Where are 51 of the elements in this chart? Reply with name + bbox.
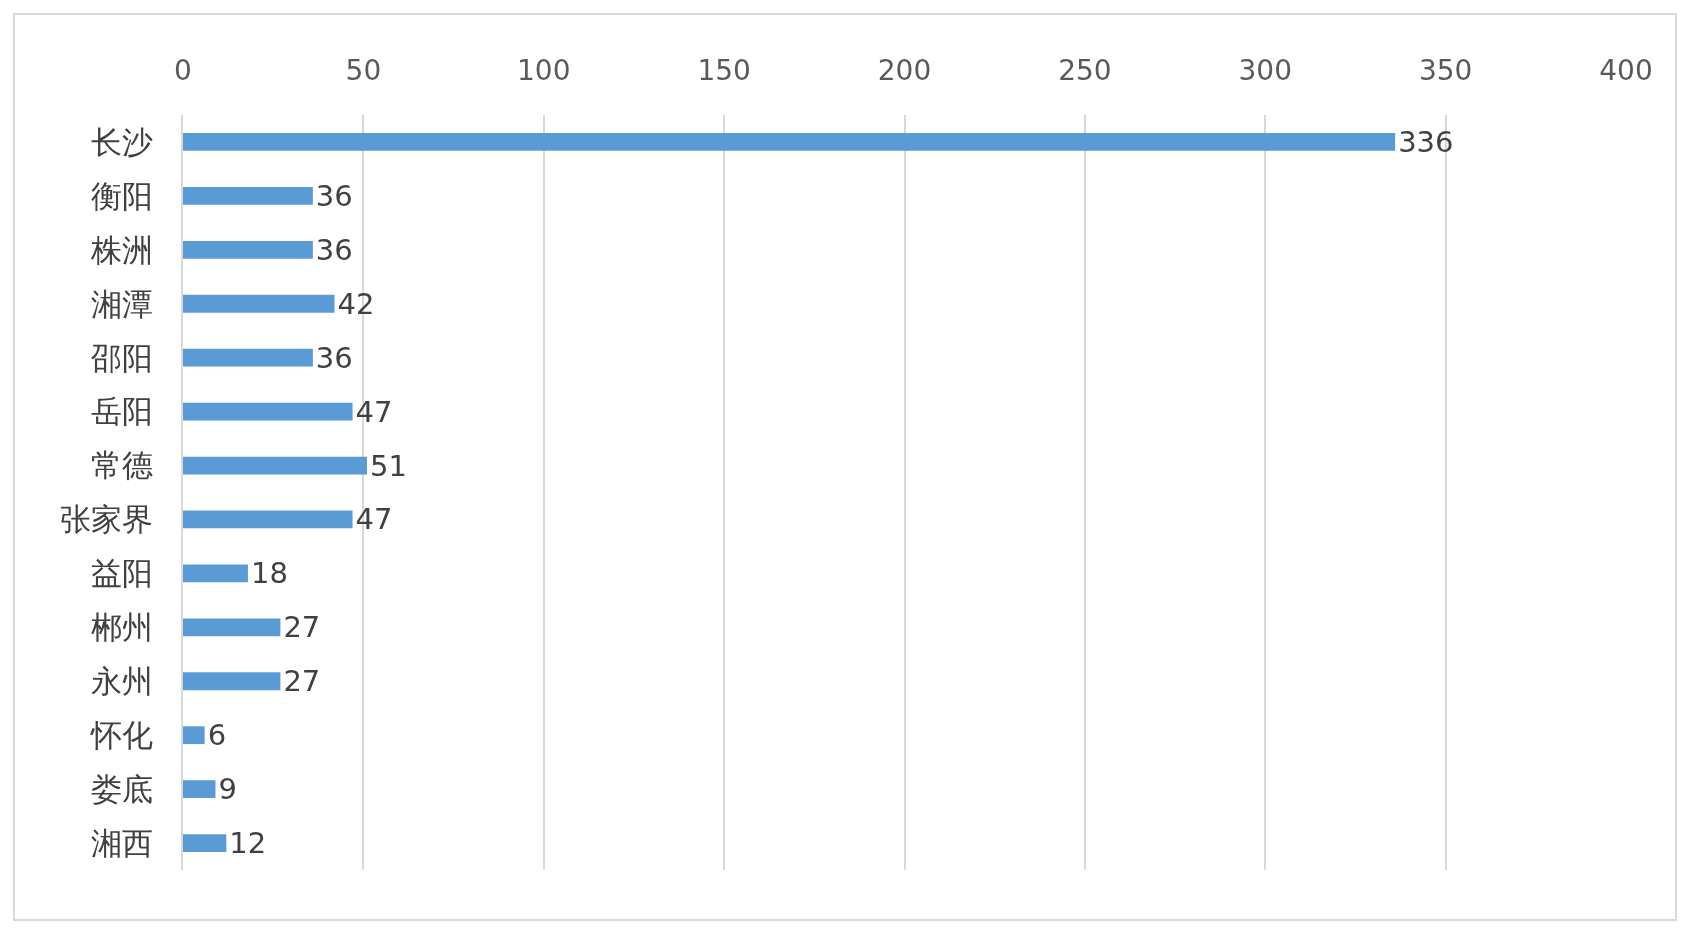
y-tick-label: 张家界 (59, 501, 153, 538)
data-label: 47 (355, 394, 393, 429)
bar (183, 564, 248, 583)
y-tick-label: 岳阳 (90, 393, 153, 430)
bar (183, 348, 313, 367)
y-tick-label: 常德 (90, 447, 153, 484)
data-label: 9 (218, 772, 237, 807)
bar (183, 240, 313, 259)
x-tick-label: 150 (697, 54, 751, 88)
y-tick-label: 长沙 (90, 123, 153, 160)
x-tick-label: 0 (174, 54, 192, 88)
data-label: 336 (1398, 124, 1454, 159)
x-tick-label: 200 (877, 54, 932, 88)
data-label: 36 (315, 340, 353, 375)
data-label: 51 (369, 448, 407, 483)
x-tick-label: 250 (1058, 54, 1112, 88)
bar (183, 133, 1396, 151)
bar (183, 402, 353, 421)
x-tick-label: 350 (1418, 54, 1473, 88)
y-tick-label: 娄底 (90, 770, 153, 807)
bar (183, 726, 205, 745)
data-label: 36 (315, 178, 353, 213)
data-label: 6 (207, 718, 227, 753)
bar (183, 672, 281, 691)
bar (183, 294, 335, 313)
y-tick-label: 益阳 (90, 555, 153, 592)
bar (183, 186, 313, 205)
bar (183, 618, 281, 637)
x-tick-label: 50 (345, 54, 382, 88)
bar (183, 510, 353, 529)
data-label: 47 (355, 502, 393, 537)
x-tick-label: 100 (517, 54, 571, 88)
y-tick-label: 邵阳 (90, 339, 153, 376)
x-tick-label: 400 (1599, 54, 1653, 88)
x-tick-label: 300 (1238, 54, 1292, 88)
y-tick-label: 湘潭 (90, 285, 153, 322)
data-label: 36 (315, 232, 353, 267)
data-label: 18 (250, 556, 288, 591)
y-tick-label: 株洲 (89, 231, 153, 268)
data-label: 27 (283, 664, 321, 699)
data-label: 27 (283, 610, 321, 645)
y-tick-label: 永州 (90, 663, 153, 700)
bar (183, 780, 216, 799)
bar (183, 834, 227, 852)
y-tick-label: 怀化 (89, 717, 153, 754)
y-tick-label: 衡阳 (90, 177, 153, 214)
bar (183, 456, 367, 475)
y-tick-label: 湘西 (90, 824, 153, 861)
data-label: 42 (337, 286, 375, 321)
y-tick-label: 郴州 (90, 609, 153, 646)
data-label: 12 (229, 826, 267, 861)
